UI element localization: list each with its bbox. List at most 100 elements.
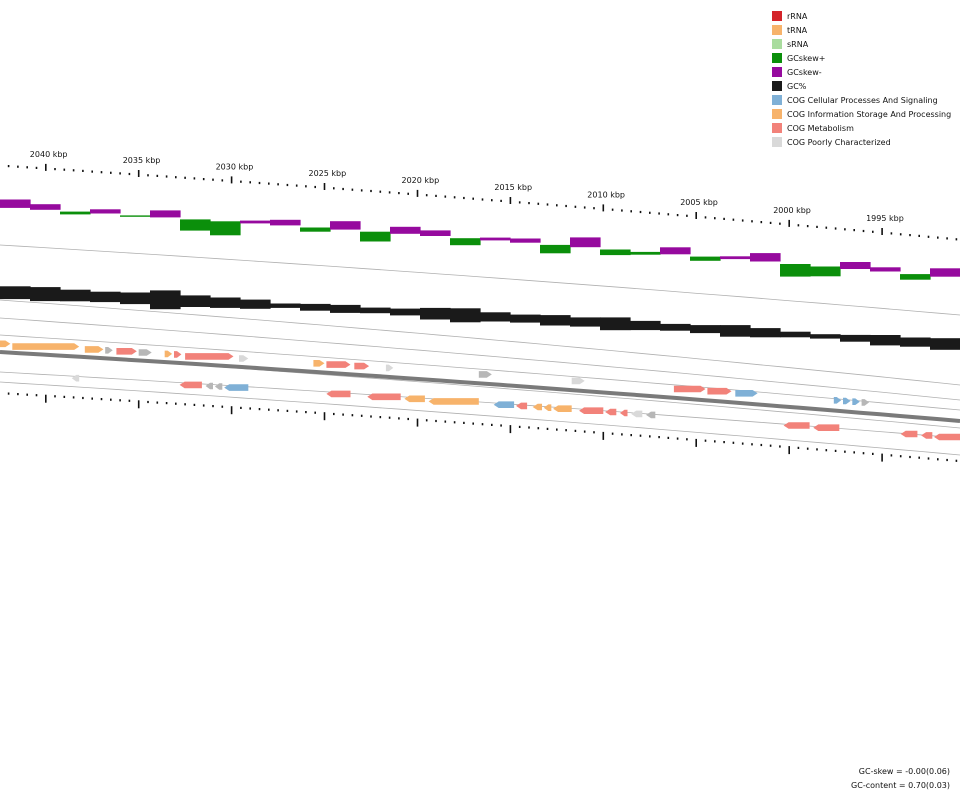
inner-minor-tick	[110, 398, 112, 401]
inner-minor-tick	[175, 402, 177, 405]
gc-skew-bar	[900, 274, 931, 280]
gc-skew-bar	[300, 227, 331, 232]
inner-minor-tick	[463, 421, 465, 424]
minor-tick	[667, 213, 670, 216]
gc-skew-bar	[450, 238, 481, 246]
minor-tick	[518, 201, 521, 204]
inner-minor-tick	[156, 401, 159, 404]
guide-arc	[0, 244, 960, 316]
major-tick	[602, 204, 605, 212]
legend-label: GC%	[787, 81, 807, 91]
inner-minor-tick	[7, 392, 10, 395]
gene-arrow	[71, 374, 80, 382]
gene-arrow	[493, 401, 515, 408]
gc-skew-bar	[810, 266, 841, 277]
inner-major-tick	[137, 400, 140, 409]
inner-minor-tick	[769, 444, 772, 447]
minor-tick	[686, 214, 688, 217]
minor-tick	[277, 183, 279, 186]
inner-major-tick	[323, 412, 326, 421]
inner-minor-tick	[435, 419, 437, 423]
gene-arrow	[707, 387, 732, 395]
major-tick	[137, 170, 140, 177]
gc-content-bar	[120, 292, 151, 305]
kbp-label: 2030 kbp	[216, 162, 254, 171]
gene-arrow	[620, 409, 628, 417]
gene-arrow	[164, 350, 173, 358]
minor-tick	[611, 208, 614, 211]
gc-skew-bar	[720, 256, 751, 260]
minor-tick	[128, 172, 131, 176]
gc-content-bar	[210, 297, 241, 308]
minor-tick	[741, 219, 744, 222]
gc-skew-bar	[540, 244, 571, 254]
gc-skew-bar	[150, 210, 181, 218]
minor-tick	[268, 182, 270, 185]
gc-skew-bar	[390, 226, 421, 234]
gene-arrow	[852, 398, 860, 405]
minor-tick	[472, 197, 474, 200]
inner-minor-tick	[333, 412, 335, 416]
minor-tick	[370, 189, 372, 193]
gc-content-bar	[810, 334, 841, 339]
minor-tick	[649, 211, 651, 214]
gc-skew-bar	[30, 204, 61, 210]
major-tick	[323, 183, 326, 190]
legend-swatch	[772, 137, 782, 147]
gene-arrow	[367, 393, 401, 401]
minor-tick	[295, 184, 298, 187]
inner-minor-tick	[35, 394, 38, 397]
gene-arrow	[934, 433, 960, 441]
inner-minor-tick	[407, 417, 409, 421]
legend-label: tRNA	[787, 25, 808, 35]
inner-minor-tick	[899, 455, 902, 458]
major-tick	[695, 212, 697, 219]
inner-minor-tick	[797, 446, 800, 449]
inner-minor-tick	[816, 448, 818, 451]
inner-minor-tick	[676, 437, 679, 440]
inner-minor-tick	[546, 427, 549, 430]
inner-minor-tick	[825, 449, 828, 452]
minor-tick	[583, 206, 586, 209]
legend-swatch	[772, 123, 782, 133]
legend-label: COG Poorly Characterized	[787, 137, 891, 147]
gc-content-bar	[870, 335, 901, 346]
minor-tick	[844, 228, 846, 231]
gc-content-bar	[480, 312, 511, 322]
legend-label: GCskew+	[787, 53, 826, 63]
minor-tick	[17, 165, 19, 168]
gc-skew-bar	[90, 209, 121, 214]
legend: rRNA tRNA sRNA GCskew+ GCskew- GC% COG C…	[772, 9, 951, 149]
minor-tick	[834, 227, 837, 230]
inner-minor-tick	[621, 433, 623, 436]
minor-tick	[82, 169, 84, 172]
legend-item-srna: sRNA	[772, 37, 951, 51]
legend-item-gcskew-plus: GCskew+	[772, 51, 951, 65]
gc-content-bar	[540, 315, 571, 326]
minor-tick	[435, 194, 437, 197]
inner-minor-tick	[834, 449, 837, 452]
gc-content-bar	[330, 304, 361, 313]
minor-tick	[797, 224, 800, 227]
minor-tick	[63, 168, 66, 171]
inner-minor-tick	[741, 442, 744, 445]
major-tick	[416, 189, 419, 197]
gc-content-track	[0, 286, 960, 350]
inner-minor-tick	[202, 404, 205, 407]
minor-tick	[175, 176, 177, 179]
gene-arrow	[105, 347, 113, 354]
minor-tick	[333, 187, 335, 190]
minor-tick	[360, 189, 363, 192]
gc-skew-bar	[240, 220, 271, 224]
inner-minor-tick	[128, 399, 131, 402]
minor-tick	[890, 232, 893, 235]
minor-tick	[862, 229, 865, 233]
minor-tick	[658, 212, 660, 215]
gene-arrow	[214, 383, 223, 390]
gene-arrow	[116, 348, 137, 355]
gc-content-bar	[510, 314, 541, 323]
gc-skew-bar	[840, 262, 871, 269]
gc-skew-bar	[210, 221, 241, 236]
minor-tick	[100, 171, 103, 174]
